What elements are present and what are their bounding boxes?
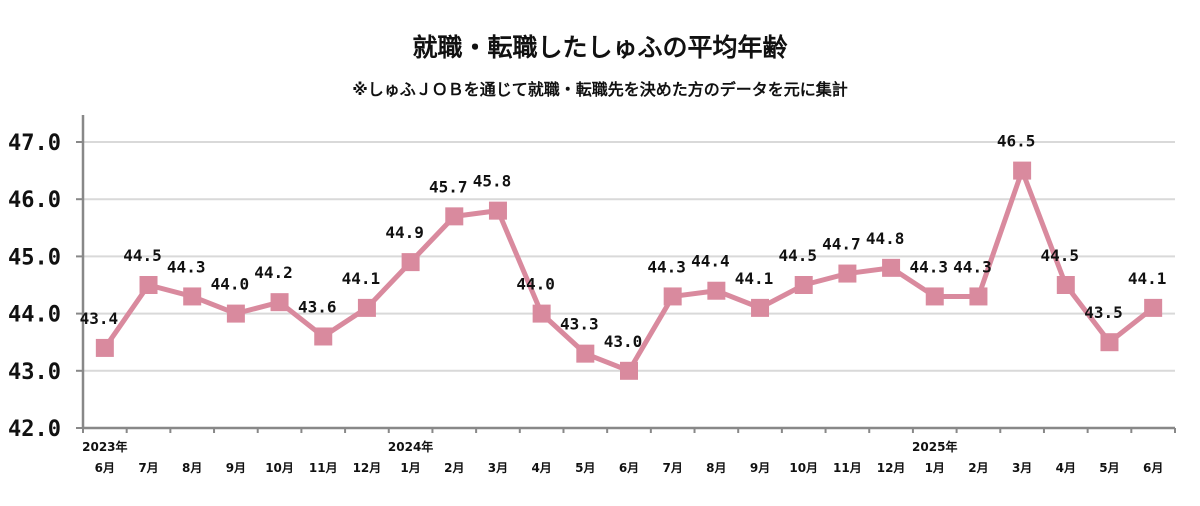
y-tick-label: 46.0 xyxy=(8,188,61,213)
data-label: 44.5 xyxy=(778,246,817,265)
x-tick-label: 5月 xyxy=(575,461,595,475)
year-label: 2024年 xyxy=(388,439,433,454)
x-tick-label: 6月 xyxy=(619,461,639,475)
data-label: 43.4 xyxy=(80,309,119,328)
data-point xyxy=(751,298,770,317)
data-label: 44.5 xyxy=(123,246,162,265)
x-tick-label: 3月 xyxy=(1012,461,1032,475)
x-tick-label: 9月 xyxy=(226,461,246,475)
data-label: 44.9 xyxy=(385,223,424,242)
x-tick-label: 1月 xyxy=(925,461,945,475)
data-point xyxy=(445,207,464,226)
data-point xyxy=(401,253,420,272)
data-label: 44.0 xyxy=(211,275,250,294)
data-point xyxy=(838,264,857,283)
data-label: 43.5 xyxy=(1084,303,1123,322)
x-tick-label: 9月 xyxy=(750,461,770,475)
data-point xyxy=(1100,333,1119,352)
x-tick-label: 12月 xyxy=(353,461,382,475)
data-label: 44.3 xyxy=(647,257,686,276)
data-point xyxy=(707,281,726,300)
data-label: 45.8 xyxy=(473,172,512,191)
x-tick-label: 8月 xyxy=(182,461,202,475)
x-tick-label: 6月 xyxy=(95,461,115,475)
data-point xyxy=(488,201,507,220)
x-tick-label: 11月 xyxy=(833,461,862,475)
x-tick-label: 2月 xyxy=(968,461,988,475)
data-label: 44.3 xyxy=(953,257,992,276)
x-tick-label: 7月 xyxy=(138,461,158,475)
data-point xyxy=(532,304,551,323)
year-label: 2023年 xyxy=(82,439,127,454)
y-tick-label: 45.0 xyxy=(8,245,61,270)
y-tick-label: 42.0 xyxy=(8,417,61,442)
data-label: 46.5 xyxy=(997,132,1036,151)
chart-subtitle: ※しゅふＪＯＢを通じて就職・転職先を決めた方のデータを元に集計 xyxy=(352,80,848,99)
x-tick-label: 2月 xyxy=(444,461,464,475)
data-label: 44.5 xyxy=(1041,246,1080,265)
data-label: 43.6 xyxy=(298,297,337,316)
data-label: 44.7 xyxy=(822,235,861,254)
data-point xyxy=(183,287,202,306)
chart-title: 就職・転職したしゅふの平均年齢 xyxy=(412,33,788,62)
year-label: 2025年 xyxy=(912,439,957,454)
data-point xyxy=(663,287,682,306)
x-tick-label: 8月 xyxy=(706,461,726,475)
y-tick-label: 44.0 xyxy=(8,303,61,328)
data-point xyxy=(1144,298,1163,317)
data-point xyxy=(882,258,901,277)
data-point xyxy=(794,276,813,294)
data-label: 44.1 xyxy=(1128,269,1167,288)
x-tick-label: 10月 xyxy=(789,461,818,475)
data-label: 45.7 xyxy=(429,177,468,196)
data-label: 44.1 xyxy=(735,269,774,288)
data-point xyxy=(270,293,289,312)
x-tick-label: 11月 xyxy=(309,461,338,475)
data-point xyxy=(925,287,944,306)
data-label: 43.0 xyxy=(604,332,643,351)
data-label: 44.0 xyxy=(516,275,555,294)
data-point xyxy=(357,298,376,317)
x-tick-label: 12月 xyxy=(877,461,906,475)
y-tick-label: 47.0 xyxy=(8,131,61,156)
x-tick-label: 4月 xyxy=(531,461,551,475)
data-point xyxy=(226,304,245,323)
data-label: 43.3 xyxy=(560,315,599,334)
data-point xyxy=(1013,161,1032,180)
x-tick-label: 4月 xyxy=(1056,461,1076,475)
data-point xyxy=(969,287,988,306)
x-tick-label: 3月 xyxy=(488,461,508,475)
data-point xyxy=(576,344,595,363)
x-tick-label: 1月 xyxy=(400,461,420,475)
y-tick-label: 43.0 xyxy=(8,360,61,385)
x-tick-label: 6月 xyxy=(1143,461,1163,475)
data-point xyxy=(95,338,114,357)
data-point xyxy=(1056,276,1075,294)
data-label: 44.2 xyxy=(254,263,293,282)
data-label: 44.8 xyxy=(866,229,905,248)
data-label: 44.3 xyxy=(909,257,948,276)
x-tick-label: 5月 xyxy=(1099,461,1119,475)
data-point xyxy=(139,276,158,294)
data-label: 44.4 xyxy=(691,252,730,271)
data-label: 44.1 xyxy=(342,269,381,288)
data-point xyxy=(314,327,333,346)
data-label: 44.3 xyxy=(167,257,206,276)
data-point xyxy=(620,361,638,380)
x-tick-label: 10月 xyxy=(265,461,294,475)
x-tick-label: 7月 xyxy=(663,461,683,475)
